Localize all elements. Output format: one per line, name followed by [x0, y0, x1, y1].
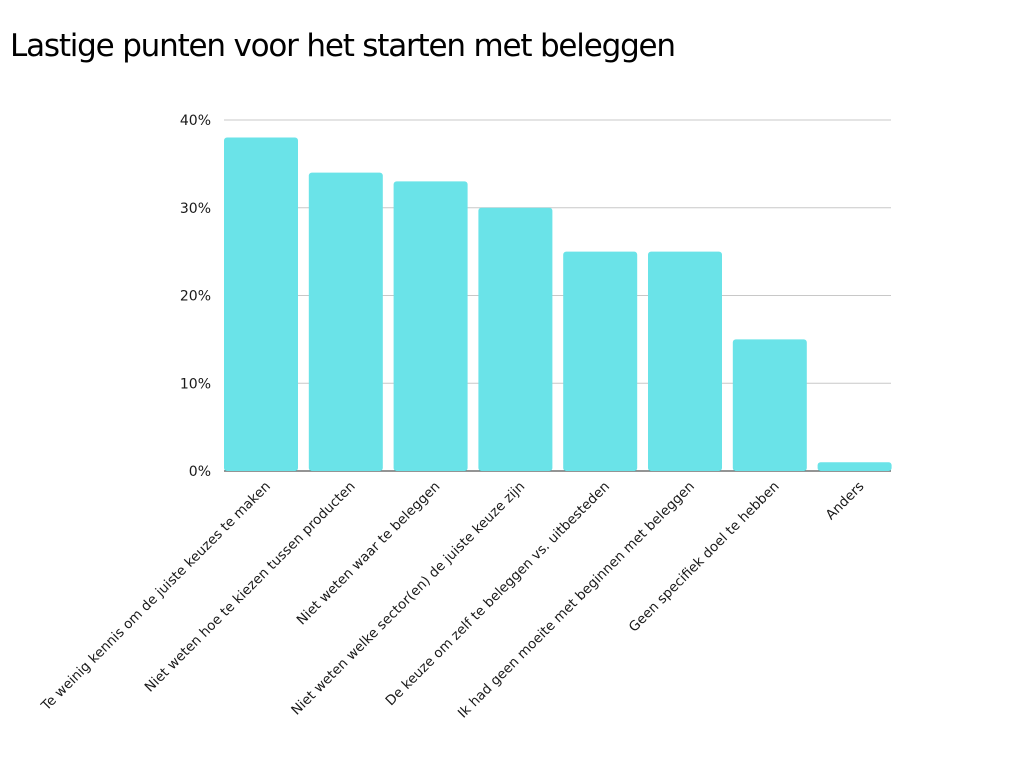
bar	[478, 207, 553, 471]
bar	[732, 339, 807, 471]
x-tick-label: Geen specifiek doel te hebben	[626, 479, 783, 636]
bar	[224, 137, 298, 472]
bar	[308, 172, 383, 471]
x-tick-label: Niet weten waar te beleggen	[294, 479, 444, 629]
x-axis-labels: Te weinig kennis om de juiste keuzes te …	[38, 479, 868, 722]
bars	[224, 137, 892, 472]
y-tick-label: 0%	[189, 464, 211, 480]
x-tick-label: Anders	[823, 479, 868, 524]
y-tick-label: 20%	[180, 289, 211, 305]
y-axis-ticks: 0% 10% 20% 30% 40%	[180, 113, 211, 480]
bar	[393, 181, 468, 472]
y-tick-label: 30%	[180, 201, 211, 217]
y-tick-label: 40%	[180, 113, 211, 129]
bar	[817, 462, 892, 471]
chart-title: Lastige punten voor het starten met bele…	[10, 28, 676, 64]
bar	[563, 251, 638, 471]
y-tick-label: 10%	[180, 376, 211, 392]
bar	[648, 251, 722, 471]
